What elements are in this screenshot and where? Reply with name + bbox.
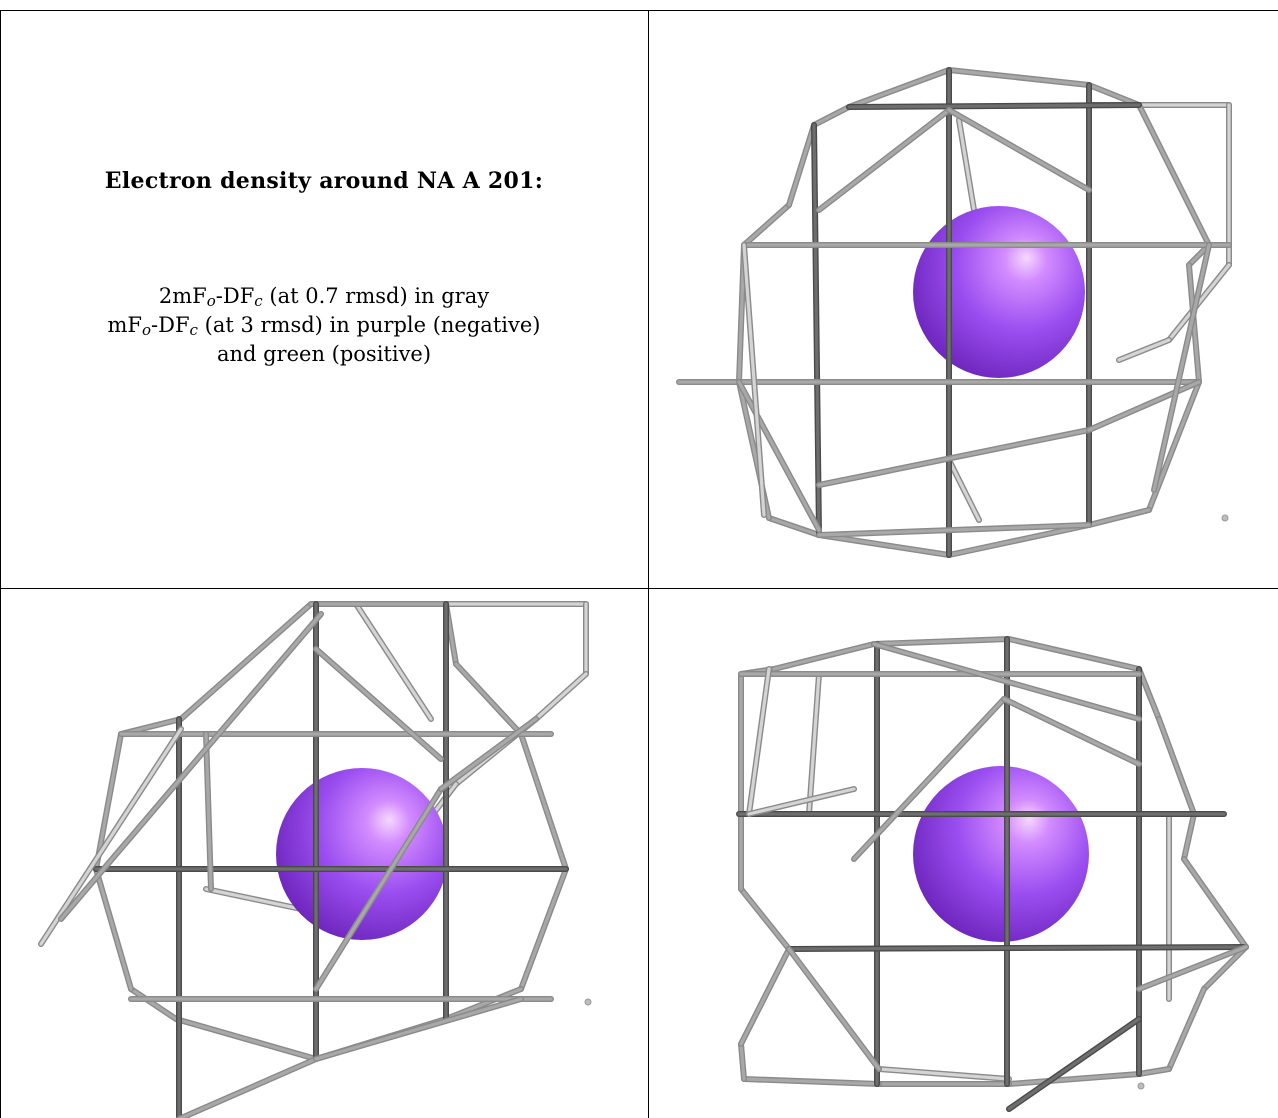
mesh-rod: [1152, 243, 1211, 492]
mesh-rod: [1087, 83, 1141, 107]
mesh-rod: [847, 68, 951, 109]
mesh-rod: [872, 637, 1011, 646]
mesh-rod: [1157, 717, 1196, 816]
mesh-rod: [742, 243, 766, 517]
density-panel-bottom-left: [1, 589, 648, 1118]
mesh-rod: [454, 662, 523, 736]
mesh-rod: [314, 647, 443, 761]
mesh-rod: [439, 717, 538, 791]
mesh-rod: [519, 867, 568, 991]
caption-legend: 2mFo-DFc (at 0.7 rmsd) in gray mFo-DFc (…: [0, 282, 648, 369]
mesh-rod: [742, 203, 791, 247]
mesh-rod: [94, 732, 123, 871]
stray-density-dot: [1137, 1082, 1145, 1090]
mesh-rod: [1137, 945, 1248, 991]
mesh-rod: [817, 108, 951, 212]
mesh-rod: [1002, 697, 1141, 766]
legend-fofc-line: mFo-DFc (at 3 rmsd) in purple (negative): [107, 313, 541, 339]
mesh-rod: [129, 987, 178, 1021]
density-mesh-view-1: [676, 67, 1232, 558]
mesh-rod: [59, 612, 323, 921]
mesh-rod: [877, 1067, 1011, 1081]
mesh-rod: [534, 672, 588, 721]
mesh-front-layer: [38, 601, 569, 1118]
caption-title: Electron density around NA A 201:: [104, 168, 544, 194]
mesh-rod: [812, 123, 821, 537]
mesh-rod: [739, 887, 791, 951]
stray-density-dot: [1221, 514, 1229, 522]
mesh-rod: [739, 947, 791, 1046]
density-mesh-view-3: [736, 636, 1249, 1112]
sodium-atom-sphere: [913, 766, 1089, 942]
mesh-rod: [772, 642, 876, 671]
mesh-back-layer: [806, 671, 1172, 1082]
mesh-rod: [872, 642, 1141, 721]
mesh-rod: [39, 727, 183, 946]
mesh-rod: [1167, 987, 1206, 1071]
mesh-rod: [519, 732, 568, 871]
mesh-rod: [807, 672, 821, 816]
mesh-rod: [444, 987, 523, 1021]
mesh-rod: [1007, 1072, 1141, 1086]
mesh-rod: [947, 68, 1091, 87]
legend-positive-line: and green (positive): [216, 342, 432, 366]
mesh-front-layer: [736, 636, 1249, 1112]
density-panel-top-right: [649, 10, 1278, 588]
mesh-rod: [204, 732, 213, 891]
mesh-rod: [747, 787, 856, 816]
mesh-rod: [177, 1057, 318, 1118]
mesh-rod: [314, 997, 523, 1061]
mesh-rod: [947, 458, 981, 522]
grid-top-border: [0, 10, 1278, 11]
mesh-rod: [1202, 945, 1248, 991]
mesh-rod: [787, 947, 881, 1071]
grid-middle-border: [0, 588, 1278, 589]
mesh-rod: [812, 105, 851, 127]
mesh-rod: [1007, 1017, 1141, 1111]
mesh-rod: [947, 108, 1091, 192]
mesh-rod: [1182, 857, 1248, 949]
mesh-rod: [1137, 667, 1161, 721]
mesh-rod: [179, 602, 313, 721]
mesh-rod: [817, 533, 951, 557]
mesh-rod: [787, 123, 816, 207]
mesh-rod: [947, 523, 1091, 557]
sodium-atom-sphere: [913, 206, 1085, 378]
mesh-rod: [1087, 508, 1151, 527]
mesh-rod: [739, 1042, 746, 1081]
mesh-rod: [817, 523, 1091, 537]
mesh-rod: [1087, 380, 1201, 432]
mesh-rod: [1117, 338, 1171, 362]
density-mesh-view-2: [38, 601, 592, 1118]
mesh-rod: [817, 428, 1091, 487]
mesh-front-layer: [676, 67, 1232, 558]
mesh-rod: [1007, 637, 1141, 671]
mesh-rod: [1182, 812, 1196, 861]
mesh-rod: [847, 103, 1141, 109]
mesh-rod: [737, 380, 821, 532]
mesh-rod: [742, 1077, 881, 1086]
grid-left-border: [0, 10, 1, 1118]
density-panel-bottom-right: [649, 589, 1278, 1118]
mesh-rod: [314, 787, 443, 991]
figure-grid: Electron density around NA A 201: 2mFo-D…: [0, 10, 1278, 1118]
mesh-rod: [747, 667, 771, 816]
mesh-rod: [204, 887, 303, 911]
mesh-rod: [787, 945, 1248, 951]
stray-density-dot: [584, 998, 592, 1006]
mesh-rod: [1137, 103, 1211, 247]
mesh-rod: [767, 516, 821, 537]
mesh-rod: [852, 697, 1006, 861]
legend-2fofc-line: 2mFo-DFc (at 0.7 rmsd) in gray: [158, 284, 490, 310]
mesh-rod: [1137, 1067, 1171, 1076]
caption-cell: Electron density around NA A 201: 2mFo-D…: [0, 10, 648, 588]
mesh-rod: [174, 1017, 318, 1061]
mesh-rod: [94, 867, 133, 991]
grid-center-border: [648, 10, 649, 1118]
mesh-rod: [354, 602, 433, 721]
